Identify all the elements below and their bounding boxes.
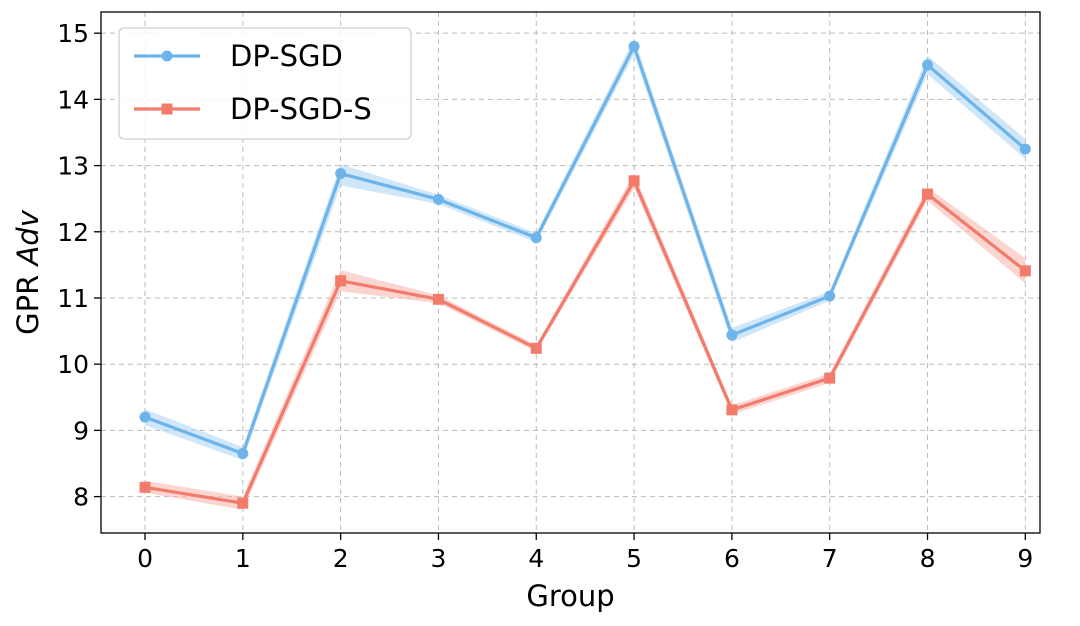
- x-tick-label: 6: [724, 544, 740, 573]
- y-axis-title-italic: Adv: [11, 209, 45, 267]
- x-axis-ticks: 0 1 2 3 4 5 6 7 8 9: [137, 533, 1033, 573]
- x-tick-label: 7: [822, 544, 838, 573]
- data-point: [237, 448, 249, 460]
- legend: DP-SGD DP-SGD-S: [118, 27, 412, 140]
- data-point: [922, 188, 934, 200]
- y-tick-label: 8: [73, 483, 89, 512]
- x-tick-label: 5: [626, 544, 642, 573]
- data-point: [335, 275, 347, 287]
- y-tick-label: 13: [57, 152, 89, 181]
- y-axis-title: GPR Adv: [11, 209, 45, 335]
- data-point: [824, 372, 836, 384]
- plot-frame: [100, 11, 1041, 534]
- data-point: [628, 40, 640, 52]
- data-point: [922, 59, 934, 71]
- y-tick-label: 12: [57, 218, 89, 247]
- data-point: [432, 193, 444, 205]
- x-tick-label: 9: [1017, 544, 1033, 573]
- legend-marker: [161, 103, 173, 115]
- y-tick-label: 10: [57, 350, 89, 379]
- y-tick-label: 15: [57, 19, 89, 48]
- data-point: [335, 168, 347, 180]
- x-tick-label: 8: [920, 544, 936, 573]
- x-tick-label: 2: [333, 544, 349, 573]
- legend-label: DP-SGD-S: [230, 92, 372, 126]
- y-tick-label: 11: [57, 284, 89, 313]
- data-point: [726, 329, 738, 341]
- legend-marker: [161, 50, 173, 62]
- x-tick-label: 3: [431, 544, 447, 573]
- data-point: [1019, 265, 1031, 277]
- y-tick-label: 9: [73, 416, 89, 445]
- x-axis-title: Group: [526, 579, 614, 613]
- y-tick-label: 14: [57, 85, 89, 114]
- data-point: [530, 232, 542, 244]
- data-point: [530, 342, 542, 354]
- data-point: [726, 404, 738, 416]
- data-point: [628, 175, 640, 187]
- data-point: [824, 290, 836, 302]
- series-line: [144, 179, 1027, 505]
- series-line: [144, 44, 1027, 456]
- y-axis-ticks: 8 9 10 11 12 13 14 15: [57, 19, 101, 512]
- x-tick-label: 0: [137, 544, 153, 573]
- data-point: [432, 293, 444, 305]
- x-tick-label: 4: [528, 544, 544, 573]
- series-lines: [144, 44, 1027, 505]
- data-point: [139, 481, 151, 493]
- data-point: [139, 411, 151, 423]
- data-point: [237, 497, 249, 509]
- data-point: [1019, 143, 1031, 155]
- legend-label: DP-SGD: [230, 39, 343, 73]
- y-axis-title-prefix: GPR: [11, 266, 45, 335]
- x-tick-label: 1: [235, 544, 251, 573]
- series-markers: [139, 40, 1031, 509]
